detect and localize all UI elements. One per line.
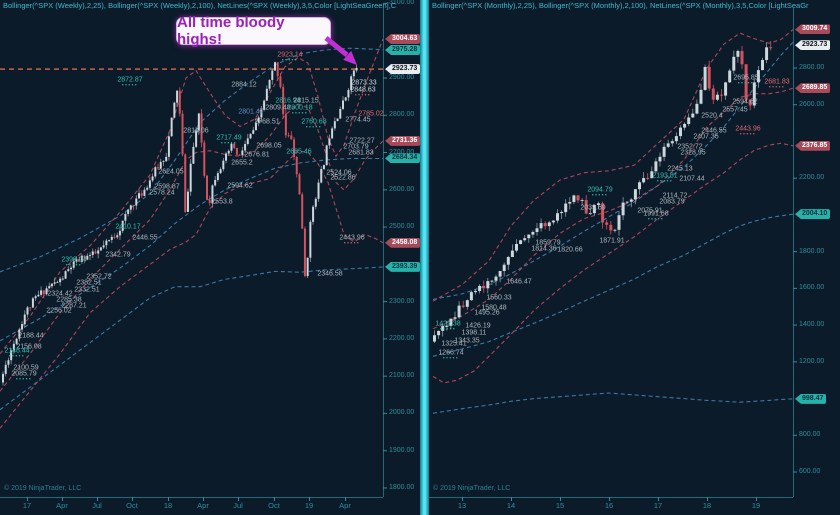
indicator-header: Bollinger(^SPX (Weekly),2,25), Bollinger… [3, 1, 397, 10]
chart-panel-spx-weekly[interactable]: Bollinger(^SPX (Weekly),2,25), Bollinger… [0, 0, 420, 515]
indicator-header: Bollinger(^SPX (Monthly),2,25), Bollinge… [432, 1, 809, 10]
annotation-callout[interactable]: All time bloody highs! [176, 14, 331, 48]
annotation-text: All time bloody highs! [177, 14, 285, 48]
price-chart-weekly[interactable] [0, 0, 420, 515]
copyright-text: © 2019 NinjaTrader, LLC [4, 485, 82, 492]
price-chart-monthly[interactable] [429, 0, 840, 515]
panel-splitter[interactable] [420, 0, 429, 515]
chart-panel-spx-monthly[interactable]: Bollinger(^SPX (Monthly),2,25), Bollinge… [429, 0, 840, 515]
copyright-text: © 2019 NinjaTrader, LLC [433, 485, 511, 492]
